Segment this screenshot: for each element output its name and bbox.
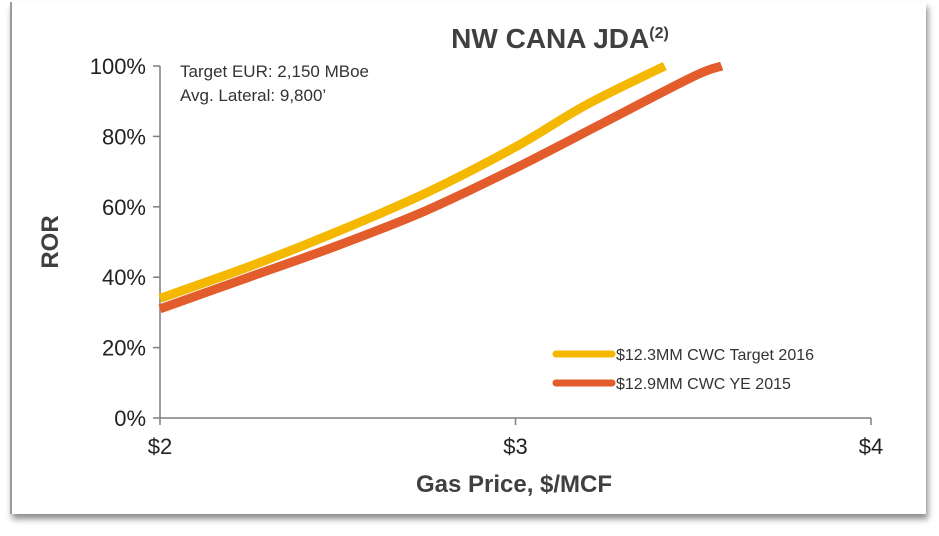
y-tick-label: 0% <box>114 406 146 431</box>
legend-label-ye-2015: $12.9MM CWC YE 2015 <box>616 376 791 393</box>
chart-title-superscript: (2) <box>649 25 669 42</box>
series-layer <box>158 61 724 314</box>
chart-frame <box>10 2 926 514</box>
y-tick-label: 100% <box>90 54 146 79</box>
series-line-ye-2015 <box>158 61 724 314</box>
chart-title-text: NW CANA JDA <box>451 23 649 54</box>
legend: $12.3MM CWC Target 2016 $12.9MM CWC YE 2… <box>552 347 814 393</box>
chart-title: NW CANA JDA(2) <box>451 23 669 54</box>
y-tick-label: 20% <box>102 336 146 361</box>
y-axis-title: ROR <box>37 215 64 268</box>
annotation-avg-lateral: Avg. Lateral: 9,800’ <box>180 86 326 105</box>
legend-label-target-2016: $12.3MM CWC Target 2016 <box>616 347 814 364</box>
x-tick-label: $3 <box>503 434 527 459</box>
series-line-target-2016 <box>158 61 667 303</box>
y-tick-label: 80% <box>102 124 146 149</box>
x-axis-title: Gas Price, $/MCF <box>416 471 612 498</box>
x-tick-label: $4 <box>859 434 883 459</box>
axes <box>153 65 872 425</box>
labels-layer: 0% 20% 40% 60% 80% 100% $2 $3 $4 <box>90 54 884 459</box>
y-tick-label: 40% <box>102 265 146 290</box>
x-tick-label: $2 <box>148 434 172 459</box>
annotation-target-eur: Target EUR: 2,150 MBoe <box>180 62 369 81</box>
y-tick-label: 60% <box>102 195 146 220</box>
